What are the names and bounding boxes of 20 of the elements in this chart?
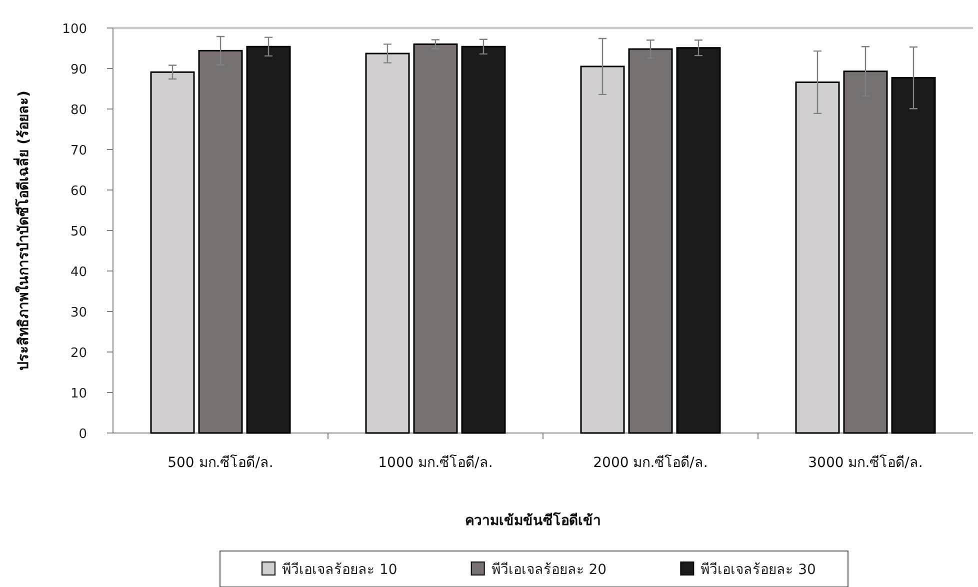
x-axis-title: ความเข้มข้นซีโอดีเข้า: [465, 511, 601, 529]
y-axis-title: ประสิทธิภาพในการบำบัดซีโอดีเฉลี่ย (ร้อยละ): [13, 90, 32, 370]
x-tick-label: 1000 มก.ซีโอดี/ล.: [378, 454, 493, 471]
x-tick-label: 2000 มก.ซีโอดี/ล.: [593, 454, 708, 471]
y-tick-label: 50: [70, 224, 87, 240]
y-tick-label: 30: [70, 306, 87, 320]
x-tick-label: 500 มก.ซีโอดี/ล.: [168, 454, 274, 471]
x-tick-label: 3000 มก.ซีโอดี/ล.: [808, 454, 923, 471]
y-tick-label: 10: [70, 386, 87, 402]
y-tick-label: 70: [70, 144, 87, 158]
y-tick-label: 60: [70, 184, 87, 199]
y-tick-label: 80: [70, 103, 87, 118]
y-tick-label: 90: [70, 62, 87, 78]
legend-label: พีวีเอเจลร้อยละ 30: [700, 562, 816, 578]
y-tick-label: 100: [62, 22, 87, 37]
legend-label: พีวีเอเจลร้อยละ 10: [282, 562, 398, 578]
legend-label: พีวีเอเจลร้อยละ 20: [491, 562, 607, 578]
y-tick-label: 20: [70, 346, 87, 361]
y-tick-label: 40: [70, 265, 87, 280]
y-tick-label: 0: [78, 427, 87, 442]
